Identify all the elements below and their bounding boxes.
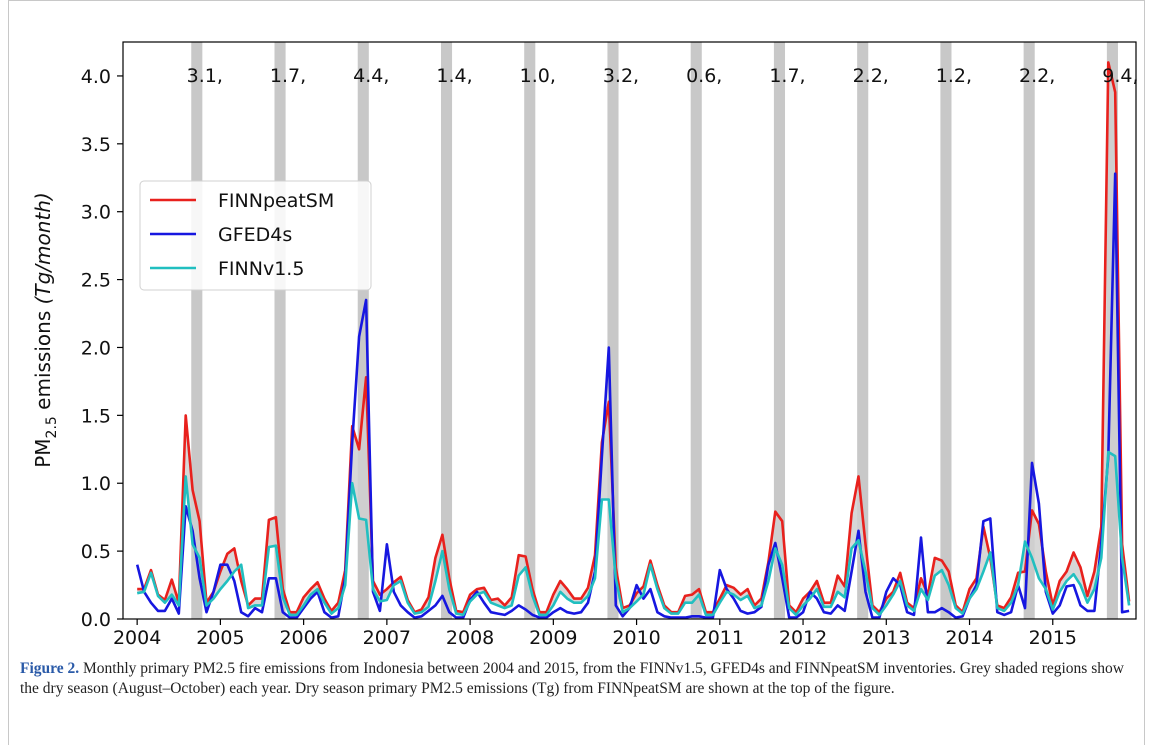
dry-season-annotations: 3.1, 1.7, 4.4, 1.4, 1.0, 3.2, 0.6, 1.7, 2.2, 1.2,… bbox=[187, 65, 1139, 87]
y-tick-label: 1.5 bbox=[81, 405, 111, 427]
dry-season-annotation-2006: 4.4, bbox=[353, 65, 389, 87]
y-axis-label: PM2.5 emissions (Tg/month) bbox=[31, 192, 60, 468]
y-tick-label: 1.0 bbox=[81, 473, 111, 495]
legend-label-gfed4s: GFED4s bbox=[218, 224, 292, 246]
x-tick-label: 2008 bbox=[446, 627, 494, 649]
y-tick-label: 0.5 bbox=[81, 541, 111, 563]
dry-season-annotation-2005: 1.7, bbox=[270, 65, 306, 87]
legend-box bbox=[139, 180, 372, 291]
dry-season-annotation-2010: 0.6, bbox=[686, 65, 722, 87]
dry-season-band-2012 bbox=[857, 42, 869, 619]
dry-season-annotation-2011: 1.7, bbox=[769, 65, 805, 87]
legend-label-finnv1-5: FINNv1.5 bbox=[218, 258, 304, 280]
x-tick-label: 2005 bbox=[196, 627, 244, 649]
dry-season-band-2008 bbox=[524, 42, 536, 619]
dry-season-band-2005 bbox=[274, 42, 286, 619]
x-tick-label: 2011 bbox=[696, 627, 744, 649]
dry-season-annotation-2008: 1.0, bbox=[520, 65, 556, 87]
difference-fill bbox=[137, 62, 1130, 615]
dry-season-band-2004 bbox=[191, 42, 203, 619]
legend-label-finnpeatsm: FINNpeatSM bbox=[218, 190, 334, 212]
dry-season-annotation-2004: 3.1, bbox=[187, 65, 223, 87]
x-tick-label: 2014 bbox=[945, 627, 993, 649]
x-tick-label: 2010 bbox=[612, 627, 660, 649]
series-difference-fill bbox=[137, 62, 1130, 615]
dry-season-band-2011 bbox=[773, 42, 786, 619]
figure-label: Figure 2. bbox=[20, 660, 80, 677]
chart: 0.0 0.5 1.0 1.5 2.0 2.5 3.0 3.5 4.0 2004 2005 2006 2… bbox=[31, 41, 1139, 649]
dry-season-annotation-2013: 1.2, bbox=[936, 65, 972, 87]
legend: FINNpeatSM GFED4s FINNv1.5 bbox=[139, 180, 372, 291]
figure-frame bbox=[8, 0, 1145, 745]
y-tick-label: 3.5 bbox=[81, 134, 111, 156]
caption-text: Monthly primary PM2.5 fire emissions fro… bbox=[20, 660, 1124, 697]
x-tick-label: 2006 bbox=[279, 627, 327, 649]
y-tick-label: 0.0 bbox=[81, 609, 111, 631]
dry-season-annotation-2009: 3.2, bbox=[603, 65, 639, 87]
x-tick-label: 2013 bbox=[862, 627, 910, 649]
y-tick-label: 2.5 bbox=[81, 270, 111, 292]
dry-season-annotation-2007: 1.4, bbox=[436, 65, 472, 87]
y-tick-label: 4.0 bbox=[81, 66, 111, 88]
series-line-finnpeatsm bbox=[137, 61, 1131, 614]
x-tick-label: 2012 bbox=[779, 627, 827, 649]
dry-season-band-2013 bbox=[940, 42, 952, 619]
x-tick-label: 2004 bbox=[113, 627, 161, 649]
series-line-finnv1-5 bbox=[136, 450, 1131, 617]
y-tick-label: 2.0 bbox=[81, 337, 111, 359]
x-tick-label: 2007 bbox=[363, 627, 411, 649]
x-tick-label: 2015 bbox=[1029, 627, 1077, 649]
dry-season-annotation-2015: 9.4, bbox=[1102, 65, 1138, 87]
dry-season-band-2009 bbox=[607, 42, 619, 619]
dry-season-annotation-2012: 2.2, bbox=[853, 65, 889, 87]
y-tick-label: 3.0 bbox=[81, 202, 111, 224]
dry-season-band-2014 bbox=[1023, 42, 1035, 619]
dry-season-annotation-2014: 2.2, bbox=[1019, 65, 1055, 87]
figure-caption: Figure 2. Monthly primary PM2.5 fire emi… bbox=[20, 659, 1130, 699]
axes: 0.0 0.5 1.0 1.5 2.0 2.5 3.0 3.5 4.0 2004 2005 2006 2… bbox=[81, 41, 1137, 649]
dry-season-band-2010 bbox=[690, 42, 702, 619]
plot-frame bbox=[122, 41, 1137, 620]
dry-season-band-2006 bbox=[357, 42, 369, 619]
series-lines bbox=[135, 61, 1131, 619]
x-tick-label: 2009 bbox=[529, 627, 577, 649]
dry-season-band-2007 bbox=[440, 42, 453, 619]
dry-season-shading bbox=[191, 42, 1118, 619]
